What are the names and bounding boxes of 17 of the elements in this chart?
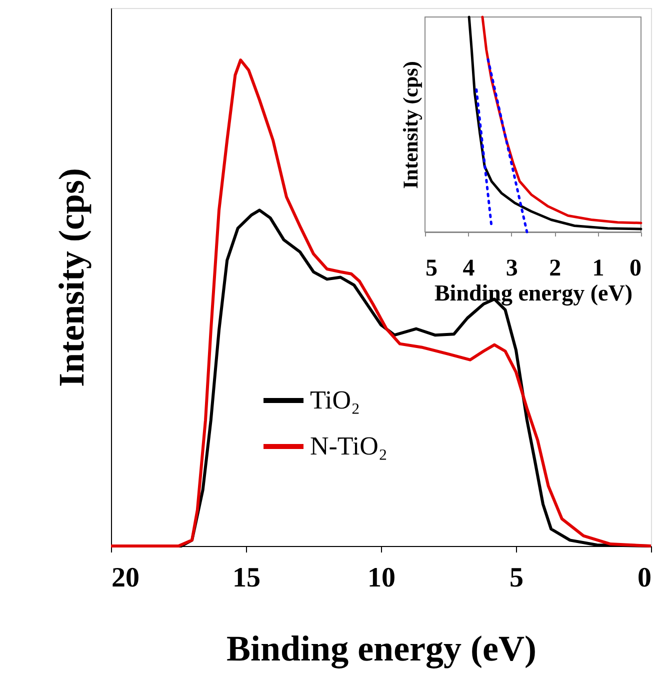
- x-tick-label: 5: [426, 256, 438, 282]
- x-tick-label: 15: [232, 562, 260, 594]
- x-tick-label: 0: [630, 256, 642, 282]
- legend-label: N-TiO₂: [310, 432, 388, 460]
- legend-label: TiO₂: [310, 386, 360, 414]
- x-tick-label: 20: [112, 562, 140, 594]
- x-tick-label: 5: [510, 562, 524, 594]
- x-axis-title: Binding energy (eV): [226, 628, 536, 668]
- x-tick-label: 10: [368, 562, 396, 594]
- x-tick-label: 4: [462, 256, 475, 282]
- x-tick-label: 1: [592, 256, 604, 282]
- x-tick-label: 3: [506, 256, 518, 282]
- x-axis-title: Binding energy (eV): [434, 280, 633, 306]
- y-axis-title: Intensity (cps): [52, 168, 92, 388]
- x-tick-label: 2: [549, 256, 562, 282]
- y-axis-title: Intensity (cps): [398, 61, 422, 189]
- x-tick-label: 0: [638, 562, 652, 594]
